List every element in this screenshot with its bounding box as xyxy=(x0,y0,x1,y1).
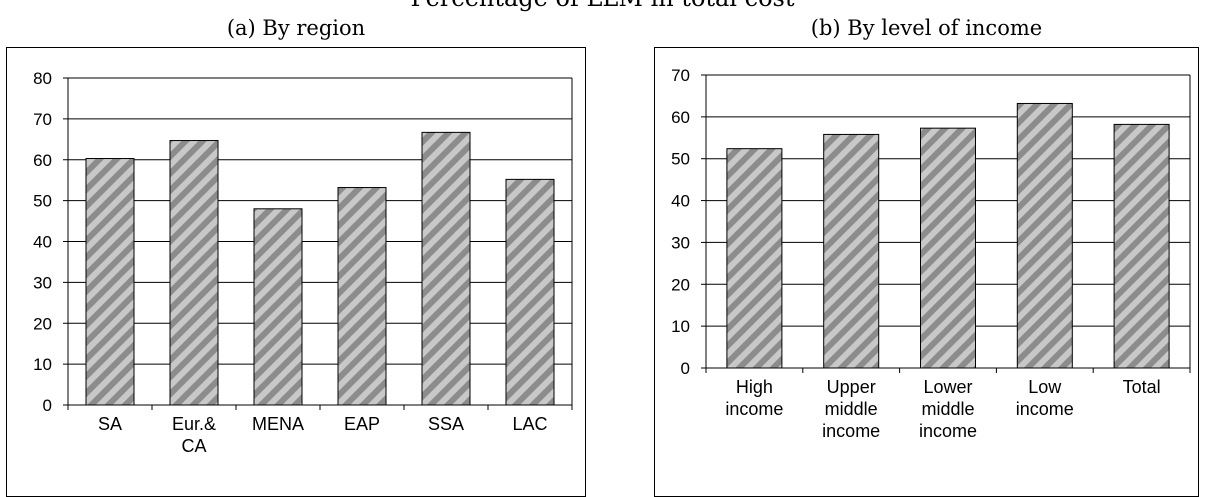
chart-a-category-label: SA xyxy=(98,414,122,434)
chart-a-category-label: SSA xyxy=(428,414,464,434)
chart-a-ytick-label: 70 xyxy=(33,110,52,129)
chart-b-plot: 010203040506070HighincomeUppermiddleinco… xyxy=(671,66,1191,441)
chart-a-bar xyxy=(337,187,387,406)
chart-b-ytick-label: 70 xyxy=(671,66,690,85)
chart-b-category-label: Lower xyxy=(923,377,972,397)
chart-a-category-label: LAC xyxy=(512,414,547,434)
chart-a-bar xyxy=(253,208,303,406)
chart-b-category-label: income xyxy=(725,399,783,419)
chart-b-ytick-label: 50 xyxy=(671,150,690,169)
chart-a-category-label: CA xyxy=(181,436,206,456)
chart-a-category-label: EAP xyxy=(344,414,380,434)
chart-b-category-label: income xyxy=(919,421,977,441)
chart-b-ytick-label: 30 xyxy=(671,233,690,252)
chart-b-bar xyxy=(920,127,976,369)
chart-b-category-label: middle xyxy=(921,399,974,419)
chart-b-category-label: High xyxy=(736,377,773,397)
chart-a-ytick-label: 10 xyxy=(33,355,52,374)
chart-a-ytick-label: 20 xyxy=(33,314,52,333)
chart-b-ytick-label: 10 xyxy=(671,317,690,336)
chart-b-category-label: Upper xyxy=(827,377,876,397)
chart-b-category-label: middle xyxy=(825,399,878,419)
chart-a-bar xyxy=(169,140,219,406)
chart-b-bar xyxy=(823,133,880,369)
chart-a-ytick-label: 50 xyxy=(33,192,52,211)
chart-a-title: (a) By region xyxy=(226,16,366,40)
chart-b-ytick-label: 0 xyxy=(681,359,690,378)
chart-b-ytick-label: 20 xyxy=(671,275,690,294)
chart-b-category-label: income xyxy=(822,421,880,441)
chart-a-bar xyxy=(505,178,555,406)
chart-a-category-label: Eur.& xyxy=(172,414,216,434)
chart-b-ytick-label: 40 xyxy=(671,192,690,211)
chart-b-bar xyxy=(1113,123,1170,369)
main-title: Percentage of LLM in total cost xyxy=(0,0,1205,12)
chart-a-bar xyxy=(421,131,471,406)
chart-a-ytick-label: 0 xyxy=(43,396,52,415)
chart-a-bar xyxy=(85,158,135,406)
chart-a-plot: 0 10 20 30 40 50 60 70 80 SA Eur.&CA MENA EAP SSA LAC xyxy=(33,69,573,456)
chart-a-category-label: MENA xyxy=(252,414,304,434)
chart-a-ytick-label: 60 xyxy=(33,151,52,170)
chart-b-category-label: Total xyxy=(1123,377,1161,397)
chart-b-bar xyxy=(1016,102,1073,369)
chart-a-ytick-label: 30 xyxy=(33,273,52,292)
chart-a-ytick-label: 80 xyxy=(33,69,52,88)
chart-b-category-label: income xyxy=(1016,399,1074,419)
chart-a-ytick-label: 40 xyxy=(33,233,52,252)
chart-b-bar xyxy=(726,148,783,369)
chart-b-title: (b) By level of income xyxy=(810,16,1043,40)
chart-b-category-label: Low xyxy=(1028,377,1062,397)
chart-b-ytick-label: 60 xyxy=(671,108,690,127)
